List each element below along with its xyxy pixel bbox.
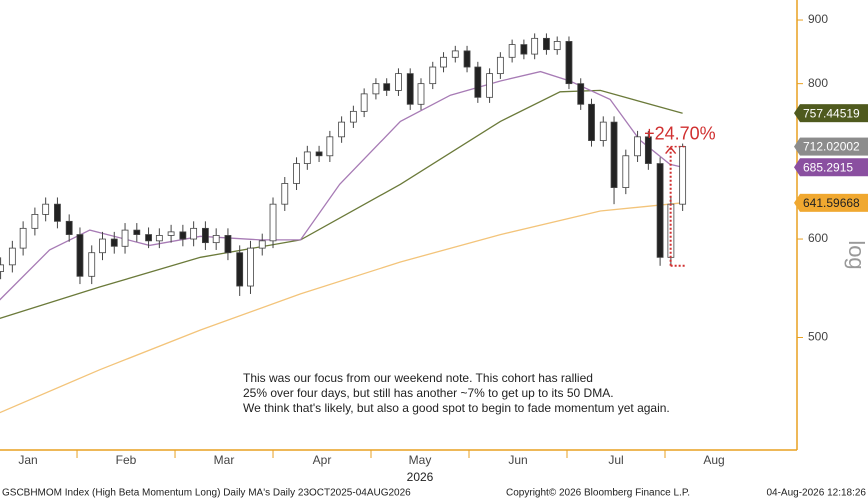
y-tick-label: 900 [808,12,828,26]
candle-body [121,229,129,247]
x-year-label: 2026 [407,470,434,484]
candle-body [145,234,152,242]
candle-body [201,227,209,244]
candle-body [496,56,504,75]
candle-body [42,203,50,215]
candle-body [315,151,323,157]
candle-body [577,83,585,105]
price-tag-pointer [794,137,800,156]
note-line: We think that's likely, but also a good … [243,401,670,415]
candle-body [281,183,289,205]
candle-body [451,50,459,58]
candle-body [269,203,277,242]
candle-body [372,83,380,95]
candle-body [54,203,61,222]
x-tick-label: Jan [18,453,37,467]
candle-body [486,73,493,98]
candle-body [440,56,447,68]
x-tick-label: Jul [608,453,623,467]
price-tag-pointer [794,158,800,177]
price-tag-label: 712.02002 [803,140,860,154]
candle-body [429,66,437,85]
price-tag [800,137,868,156]
candle-body [599,121,607,141]
candle-body [395,73,402,91]
y-axis-label: log [844,240,868,269]
candle-body [31,213,39,229]
candle-body [360,93,368,112]
candle-body [656,163,664,258]
x-tick-label: Jun [508,453,527,467]
candle-body [565,41,573,85]
y-tick-label: 500 [808,330,828,344]
note-line: 25% over four days, but still has anothe… [243,386,614,400]
candle-body [553,41,561,51]
candle-body [543,37,550,51]
candle-body [258,240,266,249]
candle-body [179,231,187,240]
price-tag-pointer [794,104,800,123]
candle-body [303,151,311,164]
candle-body [247,247,254,287]
x-tick-label: Feb [116,453,137,467]
annotation-text: +24.70% [644,123,716,143]
annotation-arrow [665,146,677,155]
candle-body [474,66,482,98]
candle-body [65,220,73,235]
candle-body [463,50,471,68]
candle-body [520,44,528,55]
price-tag-label: 757.44519 [803,106,860,120]
ma-line [0,89,683,319]
candle-body [190,227,198,240]
candle-body [212,235,220,244]
candle-body [644,136,652,164]
candle-body [19,227,27,249]
candle-body [76,234,84,277]
candle-body [679,146,687,205]
candle-body [406,73,414,105]
candle-body [588,103,595,141]
candle-body [110,238,118,247]
ma-line [0,70,683,301]
price-tag [800,193,868,212]
footer-center: Copyright© 2026 Bloomberg Finance L.P. [506,488,690,499]
candle-body [155,235,163,242]
candle-body [383,83,391,91]
candle-body [88,252,96,277]
x-tick-label: Mar [214,453,235,467]
candle-body [236,252,244,287]
candle-body [293,163,300,184]
footer-right: 04-Aug-2026 12:18:26 [766,488,866,499]
candle-body [0,264,4,272]
candle-body [634,136,641,157]
price-tag-label: 685.2915 [803,160,853,174]
footer-left: GSCBHMOM Index (High Beta Momentum Long)… [2,488,411,499]
ma-line [0,202,683,414]
candle-body [508,44,516,58]
price-tag-pointer [794,193,800,212]
candle-body [349,110,357,123]
candle-body [224,235,232,254]
candle-body [531,37,539,55]
note-line: This was our focus from our weekend note… [243,371,593,385]
x-tick-label: Aug [703,453,724,467]
y-tick-label: 800 [808,76,828,90]
x-tick-label: Apr [313,453,332,467]
candle-body [326,136,334,157]
candle-body [338,121,346,138]
price-tag [800,158,868,177]
candle-body [610,121,618,188]
candle-body [99,238,106,254]
price-tag-label: 641.59668 [803,196,860,210]
y-tick-label: 600 [808,231,828,245]
x-tick-label: May [409,453,432,467]
candle-body [417,83,425,105]
price-tag [800,104,868,123]
candle-body [133,229,141,235]
candle-body [622,155,630,188]
candle-body [167,231,175,236]
candle-body [8,247,16,266]
